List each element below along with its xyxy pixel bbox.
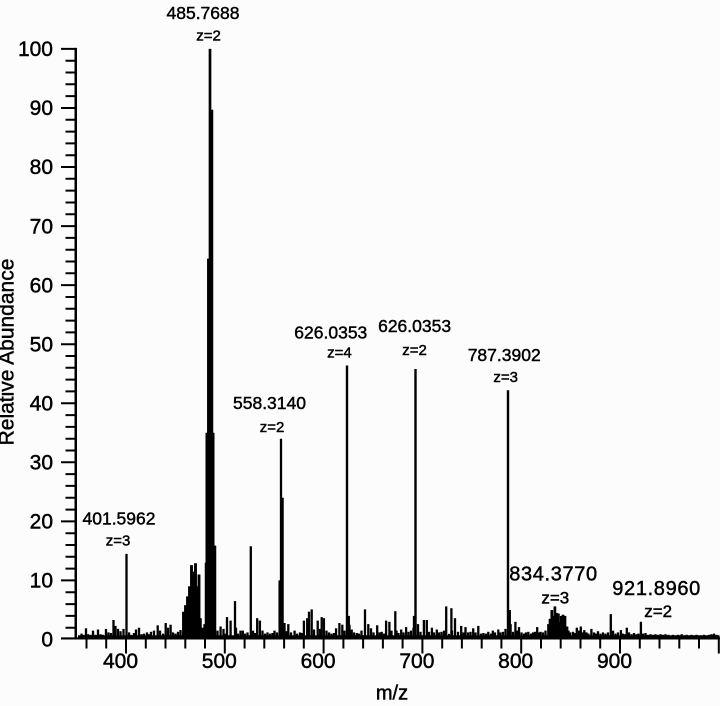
svg-text:626.0353: 626.0353 [378,316,451,336]
svg-text:401.5962: 401.5962 [83,509,156,529]
svg-text:400: 400 [103,650,138,673]
svg-text:485.7688: 485.7688 [167,3,240,23]
svg-text:z=2: z=2 [196,27,221,44]
svg-text:100: 100 [18,38,53,61]
svg-text:0: 0 [41,629,53,652]
svg-text:700: 700 [399,650,434,673]
svg-text:90: 90 [30,97,53,120]
svg-text:Relative Abundance: Relative Abundance [0,259,19,446]
svg-text:z=2: z=2 [260,419,285,436]
svg-text:787.3902: 787.3902 [468,345,541,365]
svg-text:z=3: z=3 [106,532,131,549]
svg-text:z=3: z=3 [541,589,569,608]
svg-text:50: 50 [30,333,53,356]
svg-text:z=2: z=2 [644,602,672,621]
svg-text:921.8960: 921.8960 [612,578,701,600]
svg-text:30: 30 [30,452,53,475]
svg-text:z=4: z=4 [327,345,352,362]
svg-text:600: 600 [301,650,336,673]
svg-text:626.0353: 626.0353 [294,323,367,343]
svg-text:558.3140: 558.3140 [233,393,306,413]
svg-text:m/z: m/z [376,683,408,705]
svg-text:900: 900 [597,650,632,673]
svg-text:60: 60 [30,274,53,297]
svg-text:70: 70 [30,215,53,238]
svg-text:80: 80 [30,156,53,179]
svg-text:z=2: z=2 [402,342,427,359]
svg-text:500: 500 [202,650,237,673]
svg-text:834.3770: 834.3770 [509,564,598,586]
svg-text:20: 20 [30,511,53,534]
svg-text:40: 40 [30,393,53,416]
svg-text:800: 800 [498,650,533,673]
svg-text:10: 10 [30,570,53,593]
svg-text:z=3: z=3 [493,369,518,386]
